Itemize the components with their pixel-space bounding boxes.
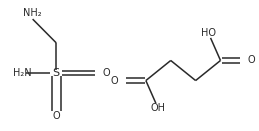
Text: OH: OH — [151, 103, 166, 113]
Text: NH₂: NH₂ — [23, 8, 42, 18]
Text: HO: HO — [200, 28, 215, 38]
Text: O: O — [102, 68, 110, 78]
Text: O: O — [111, 76, 118, 86]
Text: O: O — [53, 111, 60, 121]
Text: H₂N: H₂N — [13, 68, 31, 78]
Text: O: O — [248, 56, 255, 66]
Text: S: S — [53, 68, 60, 78]
